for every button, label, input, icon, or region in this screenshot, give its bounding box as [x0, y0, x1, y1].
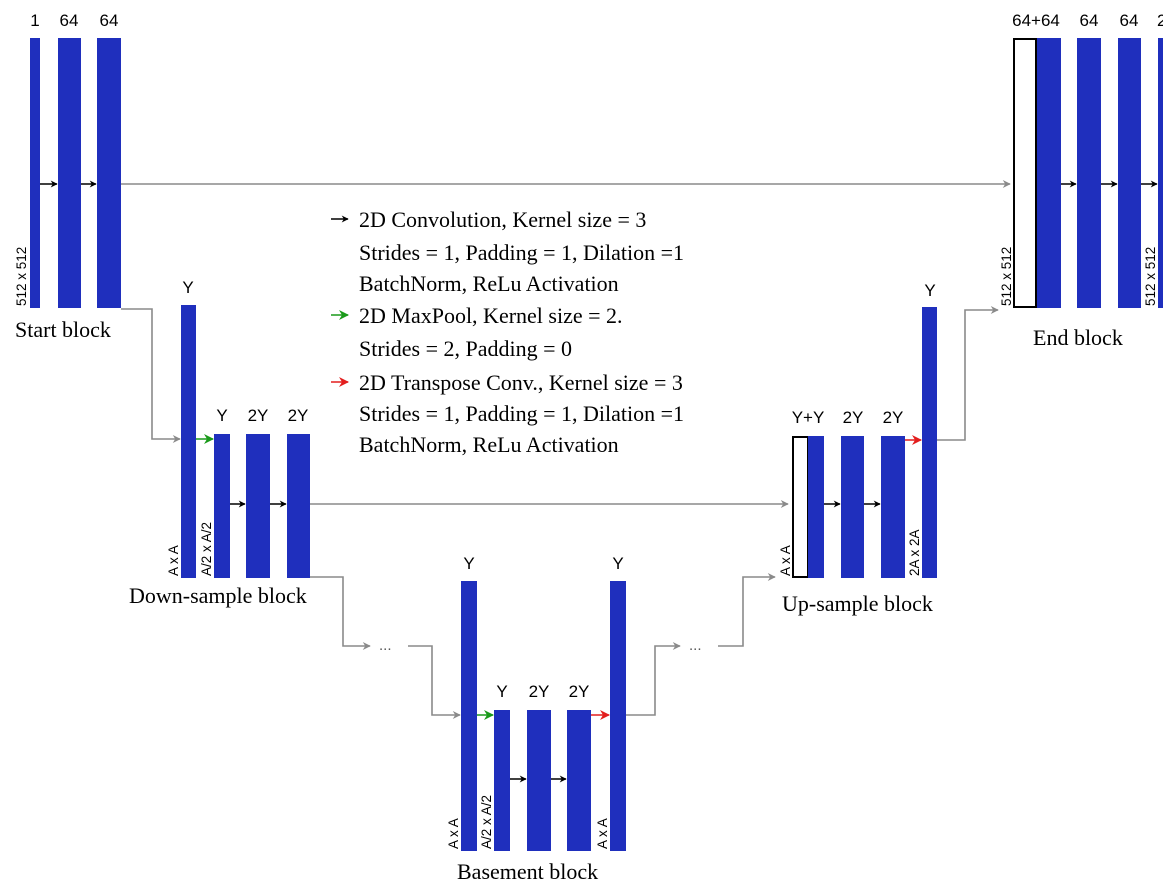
- down-layer-3: [246, 434, 270, 578]
- ellipsis-up-side: ...: [689, 637, 702, 654]
- start-layer-3: [97, 38, 121, 308]
- block-title-down-sample: Down-sample block: [129, 583, 307, 608]
- end-layer-3: [1118, 38, 1141, 308]
- down-layer-4: [287, 434, 310, 578]
- spatial-size-label: 2A x 2A: [907, 529, 922, 576]
- end-concat-layer: [1013, 38, 1037, 308]
- up-layer-2: [841, 436, 864, 578]
- channel-label: 64: [100, 11, 119, 30]
- end-layer-2: [1077, 38, 1101, 308]
- channel-label: 2Y: [569, 682, 590, 701]
- spatial-size-label: A x A: [446, 818, 461, 849]
- legend-conv-line-2: Strides = 1, Padding = 1, Dilation =1: [359, 240, 684, 265]
- channel-label: Y: [496, 682, 507, 701]
- basement-block: Y Y 2Y 2Y Y A x A A/2 x A/2 A x A Baseme…: [446, 554, 626, 883]
- up-layer-4: [922, 307, 937, 578]
- start-layer-1: [30, 38, 40, 308]
- basement-layer-2: [494, 710, 510, 851]
- block-title-basement: Basement block: [457, 859, 598, 883]
- legend-transpose-line-3: BatchNorm, ReLu Activation: [359, 432, 619, 457]
- basement-layer-4: [567, 710, 591, 851]
- spatial-size-label: 512 x 512: [1143, 247, 1158, 306]
- spatial-size-label: A x A: [778, 545, 793, 576]
- block-title-end: End block: [1033, 325, 1123, 350]
- legend: 2D Convolution, Kernel size = 3 Strides …: [331, 207, 684, 457]
- legend-maxpool-line-2: Strides = 2, Padding = 0: [359, 336, 572, 361]
- down-sample-block: Y Y 2Y 2Y A x A A/2 x A/2 Down-sample bl…: [129, 278, 310, 608]
- up-sample-block: Y+Y 2Y 2Y Y A x A 2A x 2A Up-sample bloc…: [778, 281, 937, 616]
- up-layer-1: [808, 436, 824, 578]
- spatial-size-label: A x A: [166, 545, 181, 576]
- legend-maxpool-line-1: 2D MaxPool, Kernel size = 2.: [359, 303, 623, 328]
- channel-label: 2Y: [843, 408, 864, 427]
- flow-start-to-down: [121, 308, 181, 443]
- channel-label: Y: [612, 554, 623, 573]
- channel-label: 64+64: [1012, 11, 1060, 30]
- spatial-size-label: 512 x 512: [999, 247, 1014, 306]
- spatial-size-label: 512 x 512: [14, 247, 29, 306]
- channel-label: Y: [463, 554, 474, 573]
- flow-down-to-ellipsis: [310, 576, 371, 650]
- channel-label: 2Y: [529, 682, 550, 701]
- spatial-size-label: A/2 x A/2: [479, 795, 494, 849]
- channel-label: 2Y: [883, 408, 904, 427]
- channel-label: 1: [30, 11, 39, 30]
- connector-lines: [121, 180, 1011, 719]
- flow-ellipsis-to-up: [718, 573, 776, 647]
- end-layer-4: [1158, 38, 1163, 308]
- basement-layer-1: [461, 581, 477, 851]
- ellipsis-down-side: ...: [379, 637, 392, 654]
- down-layer-2: [214, 434, 230, 578]
- channel-label: Y: [216, 406, 227, 425]
- block-title-up-sample: Up-sample block: [782, 591, 933, 616]
- channel-label: 64: [60, 11, 79, 30]
- basement-layer-5: [610, 581, 626, 851]
- up-concat-layer: [792, 436, 809, 578]
- legend-transpose-line-2: Strides = 1, Padding = 1, Dilation =1: [359, 401, 684, 426]
- spatial-size-label: A x A: [595, 818, 610, 849]
- channel-label: 2: [1157, 11, 1163, 30]
- channel-label: 2Y: [288, 406, 309, 425]
- flow-up-to-end: [937, 306, 999, 441]
- legend-conv-line-1: 2D Convolution, Kernel size = 3: [359, 207, 646, 232]
- channel-label: Y+Y: [792, 408, 825, 427]
- flow-ellipsis-to-basement: [408, 645, 461, 719]
- channel-label: 2Y: [248, 406, 269, 425]
- block-title-start: Start block: [15, 317, 111, 342]
- start-layer-2: [58, 38, 81, 308]
- legend-conv-line-3: BatchNorm, ReLu Activation: [359, 271, 619, 296]
- start-block: 1 64 64 512 x 512 Start block: [14, 11, 121, 342]
- end-block: 64+64 64 64 2 512 x 512 512 x 512 End bl…: [999, 11, 1163, 350]
- channel-label: Y: [924, 281, 935, 300]
- down-layer-1: [181, 305, 196, 578]
- basement-layer-3: [527, 710, 551, 851]
- channel-label: 64: [1080, 11, 1099, 30]
- channel-label: 64: [1120, 11, 1139, 30]
- spatial-size-label: A/2 x A/2: [199, 522, 214, 576]
- channel-label: Y: [182, 278, 193, 297]
- legend-transpose-line-1: 2D Transpose Conv., Kernel size = 3: [359, 370, 683, 395]
- end-layer-1: [1037, 38, 1061, 308]
- up-layer-3: [881, 436, 905, 578]
- flow-basement-to-ellipsis: [626, 642, 681, 716]
